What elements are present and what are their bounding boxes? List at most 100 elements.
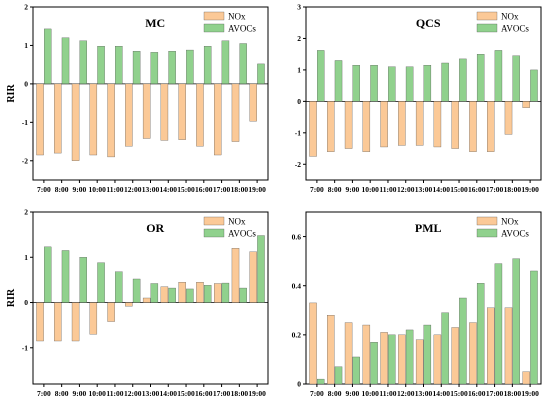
bar-avocs	[44, 246, 52, 303]
bar-nox	[71, 83, 80, 161]
y-tick-label: 0.6	[292, 232, 302, 241]
panel-title: PML	[415, 221, 442, 235]
bar-nox	[451, 327, 459, 385]
x-tick-label: 18:00	[504, 185, 522, 194]
chart-panel-mc: -2 -1 0 1 2 RIR 7:00 8:00 9:00 10:00 11:00 12:00 13:…	[6, 3, 269, 194]
bar-nox	[54, 83, 62, 154]
bar-avocs	[44, 28, 52, 85]
x-tick-label: 8:00	[328, 389, 342, 398]
legend-label: AVOCs	[501, 229, 529, 239]
y-tick-label: -1	[22, 118, 28, 127]
bar-avocs	[494, 263, 503, 385]
x-tick-label: 13:00	[142, 185, 160, 194]
bar-nox	[160, 83, 169, 141]
chart-panel-or: -1 0 1 2 RIR 7:00 8:00 9:00 10:00 11:00 12:00 13:00…	[6, 208, 269, 398]
bar-avocs	[512, 55, 520, 102]
x-tick-label: 17:00	[213, 389, 231, 398]
bar-avocs	[476, 54, 485, 102]
x-tick-label: 10:00	[361, 389, 379, 398]
bar-nox	[309, 101, 317, 157]
x-tick-label: 11:00	[379, 389, 396, 398]
bar-avocs	[530, 270, 538, 385]
panel-title: QCS	[416, 16, 441, 30]
bar-nox	[433, 334, 442, 385]
bar-avocs	[317, 50, 325, 102]
x-tick-label: 14:00	[433, 185, 451, 194]
x-tick-label: 18:00	[231, 185, 249, 194]
y-tick-label: 2	[24, 3, 28, 12]
legend-label: NOx	[228, 217, 246, 227]
x-tick-label: 17:00	[486, 389, 504, 398]
bar-avocs	[352, 356, 360, 385]
y-tick-label: 1	[24, 41, 28, 50]
x-tick-label: 18:00	[504, 389, 522, 398]
x-tick-label: 8:00	[55, 185, 69, 194]
y-tick-label: 0	[297, 380, 301, 389]
bar-nox	[142, 83, 151, 139]
bar-nox	[327, 315, 335, 385]
legend-label: AVOCs	[228, 229, 256, 239]
bar-avocs	[459, 58, 467, 102]
bar-avocs	[203, 46, 212, 85]
bar-avocs	[257, 63, 265, 85]
bar-nox	[178, 282, 186, 303]
x-tick-label: 7:00	[37, 389, 51, 398]
bar-avocs	[334, 60, 343, 102]
y-tick-label: -2	[22, 156, 28, 165]
x-tick-label: 19:00	[248, 389, 266, 398]
bar-nox	[504, 307, 513, 385]
bar-nox	[398, 334, 406, 385]
bar-avocs	[150, 283, 159, 303]
chart-panel-qcs: -2 -1 0 1 2 3 7:00 8:00 9:00 10:00 11:00 12:00 13:00…	[295, 3, 542, 194]
bar-avocs	[405, 329, 414, 385]
legend: NOx AVOCs	[476, 217, 529, 239]
x-tick-label: 7:00	[310, 185, 324, 194]
x-tick-label: 15:00	[177, 389, 195, 398]
bar-nox	[107, 302, 115, 322]
bar-avocs	[97, 262, 105, 303]
bar-avocs	[388, 66, 396, 102]
x-tick-label: 15:00	[177, 185, 195, 194]
panel-title: OR	[146, 221, 164, 235]
bar-nox	[469, 101, 477, 152]
bar-nox	[415, 101, 424, 146]
x-tick-label: 17:00	[213, 185, 231, 194]
bar-avocs	[423, 65, 432, 102]
x-tick-label: 10:00	[88, 389, 106, 398]
bar-avocs	[352, 65, 360, 102]
x-tick-label: 14:00	[160, 389, 178, 398]
bar-avocs	[115, 271, 123, 303]
bar-nox	[89, 302, 98, 335]
bar-nox	[487, 101, 495, 152]
bar-avocs	[79, 40, 87, 85]
x-tick-label: 14:00	[433, 389, 451, 398]
x-tick-label: 16:00	[468, 389, 486, 398]
bar-avocs	[168, 51, 176, 85]
bar-avocs	[494, 50, 503, 102]
bar-nox	[504, 101, 513, 135]
bar-avocs	[476, 283, 485, 385]
bar-nox	[451, 101, 459, 149]
x-tick-label: 16:00	[468, 185, 486, 194]
legend-label: NOx	[228, 12, 246, 22]
legend-swatch-avocs	[476, 23, 498, 33]
x-tick-label: 12:00	[124, 185, 142, 194]
x-tick-label: 9:00	[73, 389, 87, 398]
bar-nox	[398, 101, 406, 146]
x-tick-label: 13:00	[415, 389, 433, 398]
bar-nox	[344, 101, 353, 149]
x-tick-label: 9:00	[346, 389, 360, 398]
bar-nox	[249, 251, 257, 303]
x-tick-label: 12:00	[397, 389, 415, 398]
bar-avocs	[61, 37, 70, 85]
bar-avocs	[203, 285, 212, 303]
bar-nox	[160, 286, 169, 303]
x-tick-label: 13:00	[142, 389, 160, 398]
bar-avocs	[132, 278, 141, 303]
x-tick-label: 12:00	[397, 185, 415, 194]
bar-avocs	[370, 342, 378, 385]
bar-nox	[362, 324, 371, 385]
legend-label: AVOCs	[228, 24, 256, 34]
legend: NOx AVOCs	[476, 12, 529, 34]
bar-avocs	[239, 287, 247, 303]
